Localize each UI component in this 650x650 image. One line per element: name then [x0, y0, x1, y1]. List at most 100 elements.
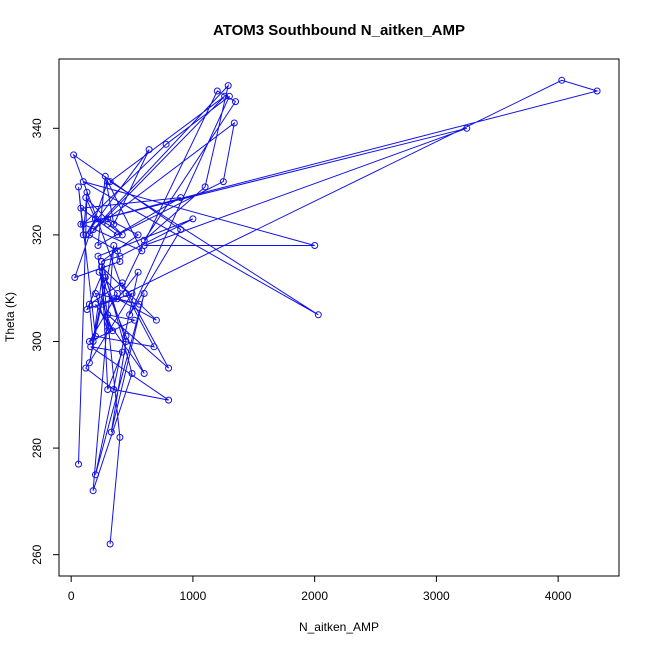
data-point	[189, 215, 197, 223]
y-tick-label: 260	[30, 544, 44, 564]
data-point	[83, 306, 91, 313]
data-point	[79, 178, 87, 186]
y-tick-label: 280	[30, 438, 44, 458]
data-point	[122, 290, 130, 297]
data-point	[92, 471, 99, 479]
data-point	[92, 290, 99, 297]
data-point	[118, 279, 126, 287]
series-line	[72, 79, 599, 545]
y-tick-label: 300	[30, 331, 44, 351]
data-point	[128, 370, 136, 377]
data-point	[109, 327, 117, 335]
data-point	[162, 140, 170, 148]
data-point	[134, 231, 142, 239]
data-point	[75, 183, 82, 191]
data-point	[75, 460, 82, 468]
data-point	[82, 231, 90, 239]
series-layer	[70, 76, 601, 548]
x-tick-label: 3000	[423, 589, 450, 603]
data-point	[92, 332, 99, 340]
data-point	[177, 194, 185, 202]
data-point	[134, 268, 142, 276]
x-tick-label: 2000	[301, 589, 328, 603]
y-tick-label: 320	[30, 225, 44, 245]
data-point	[165, 396, 173, 404]
data-point	[85, 359, 93, 367]
data-point	[110, 220, 118, 228]
data-point	[113, 247, 121, 255]
data-point	[131, 316, 138, 324]
data-point	[110, 242, 118, 249]
x-tick-label: 1000	[180, 589, 207, 603]
data-point	[232, 98, 239, 106]
data-point	[94, 252, 102, 260]
plot-area	[58, 58, 620, 577]
data-point	[98, 258, 106, 265]
data-point	[224, 82, 232, 90]
data-point	[213, 87, 221, 95]
data-point	[104, 311, 112, 319]
data-point	[95, 268, 103, 276]
data-point	[116, 258, 124, 265]
data-point	[558, 76, 566, 84]
data-point	[79, 220, 87, 228]
data-point	[165, 364, 173, 372]
data-point	[140, 242, 148, 249]
data-point	[107, 428, 115, 436]
data-point	[106, 178, 114, 186]
data-point	[106, 540, 114, 548]
data-point	[221, 92, 229, 100]
data-point	[110, 386, 118, 393]
data-point	[122, 332, 130, 340]
data-point	[113, 295, 121, 303]
data-point	[77, 220, 85, 228]
data-point	[118, 284, 126, 292]
data-point	[118, 231, 126, 239]
data-point	[110, 295, 118, 303]
data-point	[152, 316, 160, 324]
data-point	[150, 343, 158, 351]
x-tick-label: 4000	[545, 589, 572, 603]
data-point	[311, 242, 319, 249]
data-point	[113, 231, 121, 239]
data-point	[79, 231, 87, 239]
data-point	[94, 242, 102, 249]
data-point	[71, 274, 79, 281]
data-point	[70, 151, 78, 159]
data-point	[135, 300, 143, 308]
x-tick-label: 0	[68, 589, 75, 603]
data-point	[92, 215, 99, 223]
x-axis-label: N_aitken_AMP	[299, 620, 379, 634]
chart-title: ATOM3 Southbound N_aitken_AMP	[213, 22, 465, 39]
data-point	[314, 311, 322, 319]
data-point	[140, 370, 148, 377]
data-point	[83, 188, 91, 196]
data-point	[85, 338, 93, 345]
data-point	[118, 348, 126, 356]
data-point	[104, 178, 112, 186]
data-point	[82, 364, 90, 372]
y-axis-label: Theta (K)	[3, 292, 17, 342]
data-point	[230, 119, 238, 127]
data-point	[177, 226, 185, 234]
data-point	[104, 327, 112, 335]
plot-frame	[58, 58, 620, 577]
data-point	[116, 433, 124, 441]
data-point	[463, 124, 471, 132]
data-point	[89, 226, 97, 234]
data-point	[99, 300, 107, 308]
data-point	[140, 290, 148, 297]
data-point	[201, 183, 209, 191]
data-point	[225, 92, 233, 100]
y-tick-label: 340	[30, 118, 44, 138]
data-point	[89, 487, 97, 495]
x-axis: 0 1000 2000 3000 4000	[68, 576, 572, 603]
y-axis: 260 280 300 320 340	[30, 118, 59, 565]
data-point	[77, 204, 85, 212]
data-point	[593, 87, 601, 95]
data-point	[113, 290, 121, 297]
data-point	[145, 146, 153, 154]
data-point	[99, 268, 107, 276]
data-point	[126, 311, 134, 319]
